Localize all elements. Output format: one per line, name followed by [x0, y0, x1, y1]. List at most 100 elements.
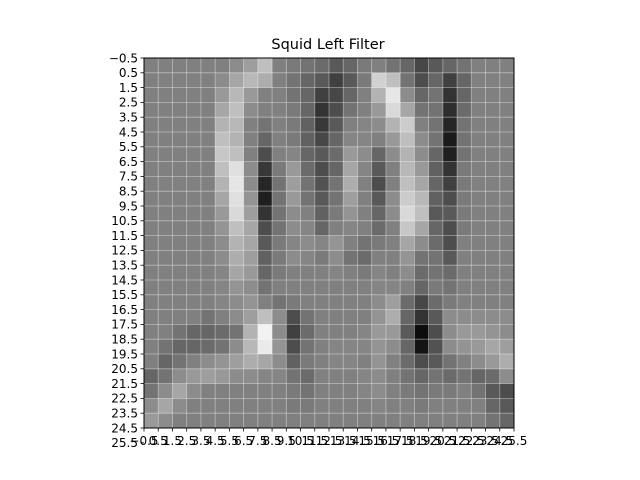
heatmap-cell: [243, 324, 259, 340]
heatmap-cell: [329, 368, 344, 384]
heatmap-cell: [329, 87, 344, 103]
x-tick-label: −0.5: [129, 434, 158, 448]
heatmap-cell: [286, 339, 301, 355]
heatmap-cell: [172, 132, 187, 148]
heatmap-cell: [272, 161, 287, 177]
heatmap-cell: [357, 161, 372, 177]
heatmap-cell: [499, 220, 515, 236]
heatmap-cell: [215, 117, 230, 133]
heatmap-cell: [414, 265, 429, 281]
heatmap-cell: [457, 265, 472, 281]
heatmap-cell: [229, 398, 244, 414]
heatmap-cell: [172, 339, 187, 355]
y-tick-label: 14.5: [111, 273, 138, 287]
heatmap-cell: [286, 161, 301, 177]
heatmap-cell: [400, 132, 415, 148]
heatmap-cell: [229, 265, 244, 281]
heatmap-cell: [428, 339, 444, 355]
heatmap-cell: [172, 102, 187, 118]
heatmap-cell: [215, 220, 230, 236]
heatmap-cell: [314, 398, 330, 414]
heatmap-cell: [200, 191, 216, 207]
heatmap-cell: [172, 161, 187, 177]
heatmap-cell: [158, 102, 173, 118]
heatmap-cell: [144, 339, 159, 355]
heatmap-cell: [314, 368, 330, 384]
heatmap-cell: [144, 265, 159, 281]
heatmap-cell: [400, 294, 415, 310]
heatmap-cell: [329, 280, 344, 296]
heatmap-cell: [158, 265, 173, 281]
heatmap-cell: [158, 324, 173, 340]
heatmap-cell: [485, 265, 501, 281]
heatmap-cell: [400, 72, 415, 88]
heatmap-cell: [357, 339, 372, 355]
heatmap-cell: [314, 58, 330, 74]
heatmap-cell: [257, 102, 273, 118]
heatmap-cell: [499, 324, 515, 340]
heatmap-cell: [286, 87, 301, 103]
heatmap-cell: [257, 235, 273, 251]
heatmap-cell: [200, 265, 216, 281]
heatmap-cell: [314, 191, 330, 207]
heatmap-cell: [286, 72, 301, 88]
heatmap-cell: [200, 176, 216, 192]
heatmap-cell: [414, 250, 429, 266]
heatmap-cell: [485, 324, 501, 340]
heatmap-cell: [300, 398, 316, 414]
heatmap-cell: [257, 161, 273, 177]
heatmap-cell: [272, 413, 287, 429]
heatmap-cell: [457, 309, 472, 325]
heatmap-cell: [471, 191, 486, 207]
heatmap-cell: [471, 132, 486, 148]
x-tick-label: 11.5: [301, 434, 328, 448]
heatmap-cell: [357, 324, 372, 340]
heatmap-cell: [272, 368, 287, 384]
heatmap-cell: [357, 132, 372, 148]
heatmap-cell: [300, 206, 316, 222]
heatmap-cell: [257, 132, 273, 148]
heatmap-cell: [286, 102, 301, 118]
heatmap-cell: [371, 280, 387, 296]
heatmap-cell: [229, 383, 244, 399]
heatmap-cell: [457, 339, 472, 355]
heatmap-cell: [200, 220, 216, 236]
heatmap-cell: [499, 309, 515, 325]
x-tick-label: 23.5: [472, 434, 499, 448]
heatmap-cell: [457, 413, 472, 429]
heatmap-cell: [385, 383, 401, 399]
heatmap-cell: [200, 413, 216, 429]
heatmap-cell: [257, 413, 273, 429]
heatmap-cell: [385, 368, 401, 384]
heatmap-cell: [286, 368, 301, 384]
heatmap-cell: [215, 72, 230, 88]
heatmap-cell: [229, 280, 244, 296]
heatmap-cell: [144, 102, 159, 118]
heatmap-cell: [471, 294, 486, 310]
heatmap-cell: [471, 280, 486, 296]
heatmap-cell: [385, 220, 401, 236]
heatmap-cell: [186, 383, 202, 399]
heatmap-cell: [257, 398, 273, 414]
heatmap-cell: [485, 398, 501, 414]
heatmap-cell: [158, 354, 173, 370]
heatmap-cell: [186, 294, 202, 310]
heatmap-cell: [457, 398, 472, 414]
heatmap-cell: [257, 87, 273, 103]
heatmap-cell: [314, 413, 330, 429]
heatmap-cell: [329, 117, 344, 133]
heatmap-cell: [229, 235, 244, 251]
heatmap-cell: [499, 206, 515, 222]
y-tick-label: 24.5: [111, 421, 138, 435]
heatmap-cell: [286, 354, 301, 370]
heatmap-cell: [215, 383, 230, 399]
heatmap-cell: [371, 354, 387, 370]
heatmap-cell: [229, 324, 244, 340]
heatmap-cell: [186, 87, 202, 103]
heatmap-cell: [272, 309, 287, 325]
heatmap-cell: [186, 413, 202, 429]
heatmap-cell: [485, 146, 501, 162]
heatmap-cell: [300, 383, 316, 399]
heatmap-cell: [272, 398, 287, 414]
